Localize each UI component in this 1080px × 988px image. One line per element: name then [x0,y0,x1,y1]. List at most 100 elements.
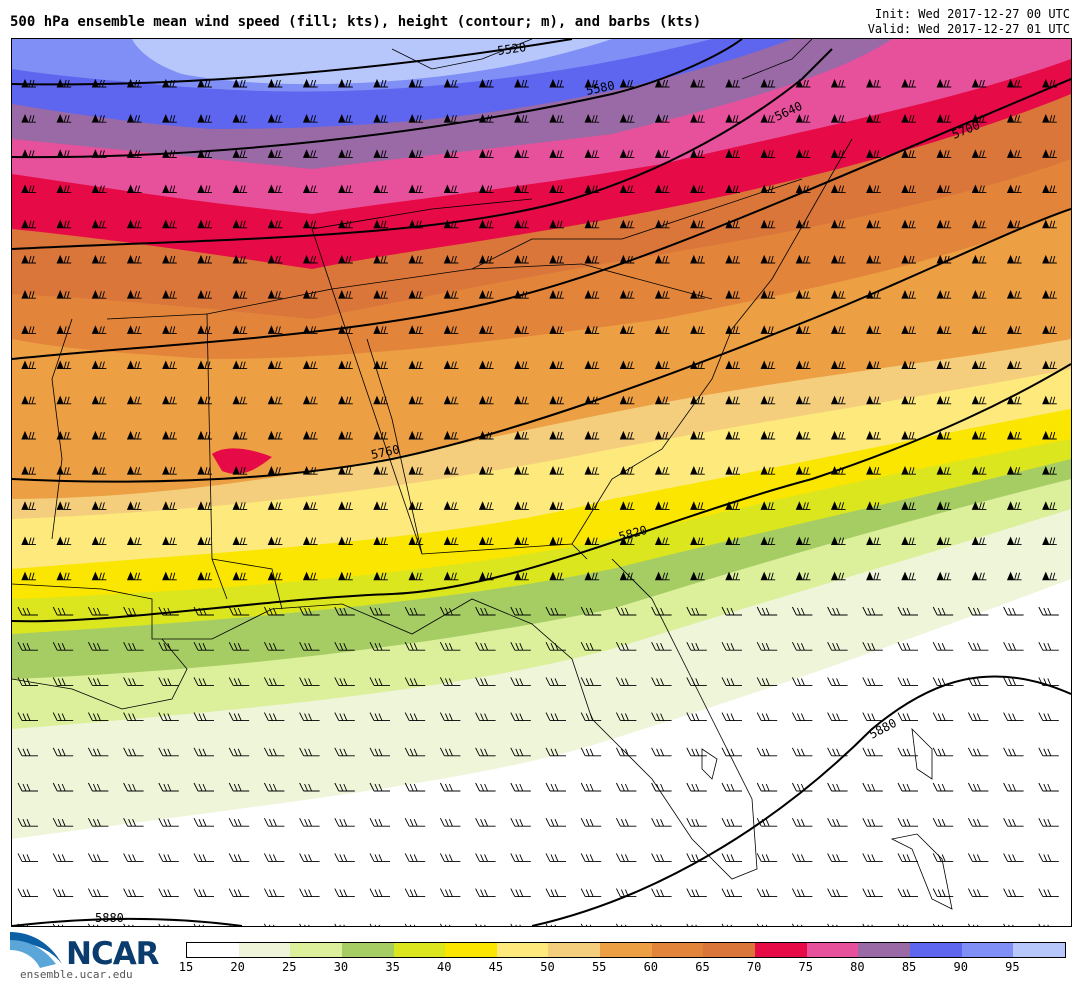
map-panel[interactable]: 5520 5580 5640 5700 5760 5820 5880 5880 [11,38,1072,927]
wind-barb [1042,501,1057,510]
wind-barb [478,360,494,370]
wind-barb [1003,712,1024,722]
wind-barbs [17,78,1059,926]
wind-barb [690,360,705,370]
wind-barb [866,430,881,440]
wind-barb [619,501,635,510]
wind-barb [584,501,600,510]
wind-barb [651,853,672,862]
wind-barb [830,325,846,334]
wind-barb [193,853,214,862]
colorbar-tick-label: 70 [746,960,762,974]
colorbar-tick-label: 75 [798,960,813,974]
wind-speed-map: 5520 5580 5640 5700 5760 5820 5880 5880 [12,39,1071,926]
wind-barb [654,536,670,546]
wind-barb [302,430,318,440]
wind-barb [91,395,107,405]
wind-barb [1042,395,1057,405]
wind-barb [162,219,177,229]
wind-barb [475,782,496,792]
wind-barb [862,606,883,616]
wind-barb [228,782,250,792]
ncar-swoosh-icon [10,932,62,968]
wind-barb [338,360,353,370]
wind-barb [232,395,248,405]
wind-barb [91,571,107,581]
wind-barb [263,641,285,651]
wind-barb [514,430,529,440]
wind-barb [580,606,602,616]
wind-barb [827,888,848,898]
wind-barb [654,254,670,264]
wind-barb [87,888,109,898]
wind-barb [866,219,881,229]
wind-barb [901,536,916,546]
wind-barb [580,677,602,686]
wind-barb [932,712,954,722]
wind-barb [654,571,670,581]
wind-barb [302,219,318,229]
wind-barb [615,606,637,616]
wind-barb [514,114,529,123]
colorbar-tick-label: 20 [230,960,245,974]
wind-barb [162,395,177,405]
wind-barb [619,149,635,158]
wind-barb [1042,536,1057,546]
wind-barb [158,606,179,616]
wind-barb [690,571,705,581]
wind-barb [651,712,672,722]
wind-barb [56,290,72,299]
wind-barb [17,853,38,862]
wind-barb [1042,360,1057,370]
wind-barb [725,254,740,264]
wind-barb [545,782,566,792]
wind-barb [123,782,144,792]
wind-barb [408,149,424,158]
wind-barb [478,78,494,88]
wind-barb [721,817,742,827]
wind-barb [510,853,531,862]
wind-barb [91,184,107,194]
wind-barb [404,747,426,757]
wind-barb [584,571,600,581]
wind-barb [830,290,846,299]
wind-barb [52,817,74,827]
wind-barb [17,817,38,827]
wind-barb [901,466,916,475]
wind-barb [91,290,107,299]
wind-barb [936,114,952,123]
wind-barb [725,430,740,440]
wind-barb [478,290,494,299]
wind-barb [971,114,987,123]
wind-barb [197,254,212,264]
wind-barb [690,184,705,194]
wind-barb [971,149,987,158]
wind-barb [369,888,390,898]
colorbar-swatch [496,943,549,957]
wind-barb [866,501,881,510]
wind-barb [52,641,74,651]
wind-barb [126,430,142,440]
wind-barb [197,501,212,510]
wind-barb [862,888,883,898]
wind-barb [866,466,881,475]
colorbar-swatch [548,943,601,957]
wind-barb [123,677,144,686]
colorbar-tick-label: 25 [282,960,297,974]
wind-barb [267,219,283,229]
wind-barb [334,817,355,827]
wind-barb [510,712,531,722]
wind-barb [756,782,778,792]
wind-barb [369,712,390,722]
wind-barb [827,641,848,651]
wind-barb [549,536,564,546]
wind-barb [267,325,283,334]
wind-barb [830,536,846,546]
wind-barb [302,466,318,475]
wind-barb [1042,466,1057,475]
wind-barb [866,395,881,405]
wind-barb [87,641,109,651]
wind-barb [549,254,564,264]
colorbar-tick-label: 90 [953,960,968,974]
wind-barb [971,571,987,581]
